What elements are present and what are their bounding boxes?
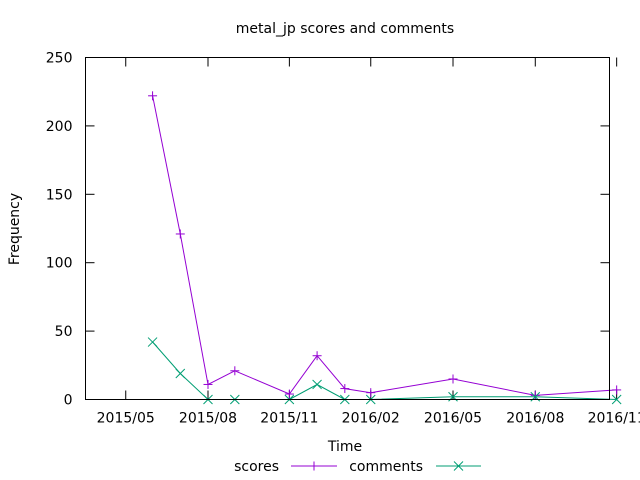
y-tick-label: 200 xyxy=(46,119,73,135)
x-axis-label: Time xyxy=(327,439,362,455)
x-tick-label: 2016/02 xyxy=(342,411,400,427)
legend-label-scores: scores xyxy=(234,459,279,475)
data-point-scores xyxy=(366,388,376,398)
series-line-scores xyxy=(152,95,617,396)
data-point-comments xyxy=(611,394,622,405)
data-point-comments xyxy=(312,379,322,390)
x-tick-label: 2015/05 xyxy=(97,411,155,427)
axis-ticks: 0 50 100 150 200 250 2015/05 2015/08 2015/11 2016… xyxy=(46,51,640,427)
legend: scores comments xyxy=(234,459,481,475)
x-tick-label: 2015/08 xyxy=(179,411,237,427)
data-point-scores xyxy=(312,351,322,361)
x-tick-label: 2016/08 xyxy=(506,411,564,427)
y-tick-label: 50 xyxy=(55,324,73,340)
x-tick-label: 2015/11 xyxy=(260,411,318,427)
y-tick-label: 150 xyxy=(46,187,73,203)
data-point-scores xyxy=(340,384,350,394)
data-point-comments xyxy=(175,368,186,379)
y-axis-label: Frequency xyxy=(7,193,23,265)
data-point-scores xyxy=(230,366,240,376)
data-point-scores xyxy=(203,379,213,389)
data-point-comments xyxy=(147,337,158,347)
data-point-scores xyxy=(612,385,622,395)
data-point-scores xyxy=(530,390,540,400)
series-layer xyxy=(147,91,622,405)
data-point-scores xyxy=(175,229,185,239)
y-tick-label: 0 xyxy=(64,393,73,409)
x-tick-label: 2016/11 xyxy=(588,411,640,427)
data-point-scores xyxy=(148,91,158,101)
data-point-scores xyxy=(448,374,458,384)
chart-title: metal_jp scores and comments xyxy=(236,21,454,37)
data-point-scores xyxy=(284,389,294,399)
y-tick-label: 250 xyxy=(46,51,73,67)
y-tick-label: 100 xyxy=(46,256,73,272)
plot-frame xyxy=(85,57,610,400)
legend-marker-scores xyxy=(309,461,319,471)
legend-marker-comments xyxy=(453,461,464,471)
x-tick-label: 2016/05 xyxy=(424,411,482,427)
legend-label-comments: comments xyxy=(349,459,423,475)
